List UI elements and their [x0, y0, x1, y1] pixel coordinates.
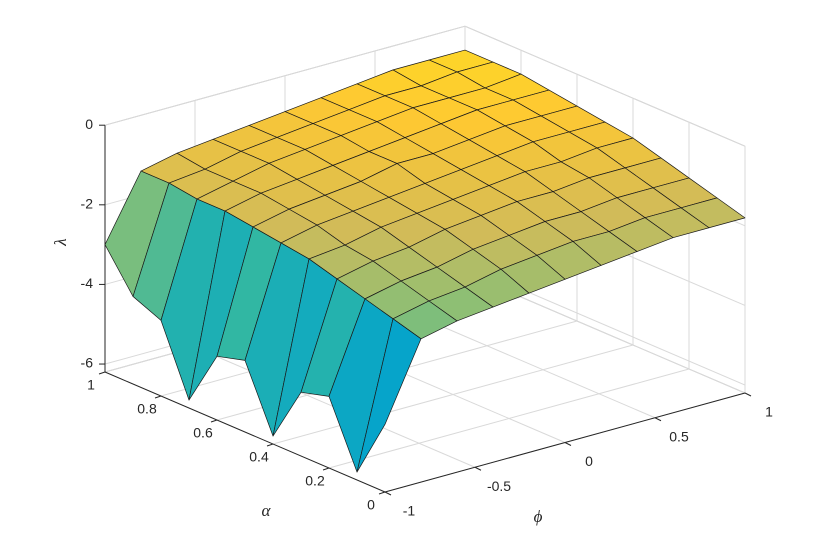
z-tick-label: -4	[81, 275, 94, 291]
tick-mark	[384, 491, 392, 496]
x-tick-label: 0.5	[669, 428, 689, 444]
surface-face	[356, 318, 422, 473]
z-axis-label: λ	[51, 238, 70, 246]
z-tick-label: -2	[81, 196, 94, 212]
y-tick-label: 1	[87, 377, 95, 393]
y-tick-label: 0.8	[137, 401, 157, 417]
tick-mark	[322, 467, 330, 471]
y-axis-label: α	[262, 501, 272, 520]
tick-mark	[654, 417, 662, 422]
y-tick-label: 0	[367, 497, 375, 513]
y-tick-label: 0.6	[193, 425, 213, 441]
tick-mark	[154, 395, 162, 399]
tick-mark	[266, 443, 274, 447]
z-tick-label: 0	[85, 116, 93, 132]
x-axis-label: ϕ	[534, 507, 543, 526]
x-tick-label: 0	[585, 453, 593, 469]
y-tick-label: 0.4	[249, 449, 269, 465]
x-tick-label: -1	[403, 503, 416, 519]
tick-mark	[378, 491, 386, 495]
tick-mark	[564, 442, 572, 446]
z-tick-label: -6	[81, 355, 94, 371]
x-tick-label: -0.5	[487, 478, 511, 494]
grid-line	[464, 25, 746, 147]
tick-mark	[744, 392, 752, 397]
tick-mark	[210, 419, 218, 423]
grid-line	[328, 368, 690, 469]
tick-mark	[474, 466, 482, 471]
x-tick-label: 1	[765, 404, 773, 420]
grid-line	[104, 25, 466, 126]
tick-mark	[98, 371, 106, 375]
grid-line	[272, 344, 634, 445]
axis-line	[104, 371, 386, 493]
y-tick-label: 0.2	[305, 473, 325, 489]
